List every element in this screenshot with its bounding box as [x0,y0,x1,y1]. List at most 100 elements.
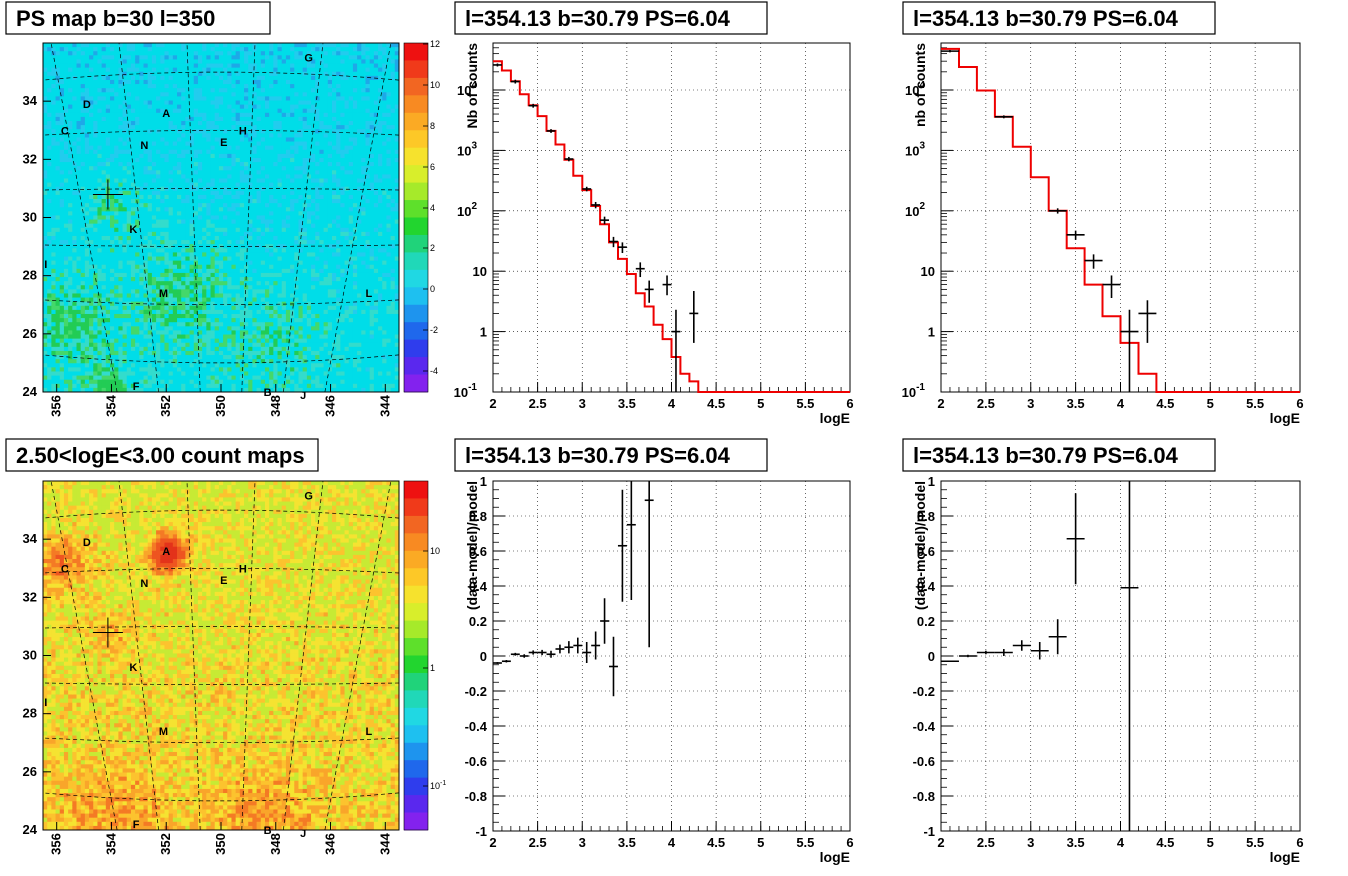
heatmap-cell [43,268,48,274]
heatmap-cell [269,145,274,151]
heatmap-cell [118,219,124,225]
heatmap-cell [256,268,262,274]
heatmap-cell [43,133,48,138]
heatmap-cell [264,346,270,352]
heatmap-cell [231,363,237,368]
heatmap-cell [264,137,270,143]
heatmap-cell [185,277,191,282]
heatmap-cell [281,211,287,216]
heatmap-cell [252,75,258,81]
heatmap-cell [223,153,228,159]
heatmap-cell [72,112,78,118]
heatmap-cell [160,338,165,344]
heatmap-cell [114,182,119,188]
heatmap-cell [177,203,182,208]
heatmap-cell [206,371,212,377]
heatmap-cell [118,75,124,81]
heatmap-cell [59,309,65,315]
heatmap-cell [218,190,224,196]
heatmap-cell [80,342,86,348]
heatmap-cell [273,240,279,245]
heatmap-cell [244,88,249,93]
heatmap-cell [252,281,258,286]
heatmap-cell [93,149,98,155]
heatmap-cell [101,108,107,114]
heatmap-cell [218,350,224,356]
heatmap-cell [55,240,61,245]
heatmap-cell [47,301,52,307]
heatmap-cell [193,309,199,315]
heatmap-cell [147,92,153,97]
heatmap-cell [130,350,136,356]
heatmap-cell [118,346,124,352]
heatmap-cell [105,129,111,134]
heatmap-cell [156,260,161,266]
heatmap-cell [76,330,82,336]
heatmap-cell [193,367,199,372]
heatmap-cell [235,355,241,360]
heatmap-cell [210,63,216,69]
heatmap-cell [93,67,98,73]
heatmap-cell [264,326,270,331]
heatmap-cell [281,227,287,233]
heatmap-cell [164,309,170,315]
heatmap-cell [206,190,212,196]
heatmap-cell [89,194,94,200]
heatmap-cell [177,157,182,163]
heatmap-cell [63,63,69,69]
heatmap-cell [231,178,237,184]
heatmap-cell [185,281,191,286]
heatmap-cell [223,207,228,212]
heatmap-cell [80,313,86,319]
heatmap-cell [214,326,220,331]
heatmap-cell [181,219,186,225]
heatmap-cell [63,104,69,110]
heatmap-cell [168,244,174,249]
heatmap-cell [206,141,212,147]
heatmap-cell [264,59,270,65]
heatmap-cell [202,309,207,315]
heatmap-cell [114,219,119,225]
heatmap-cell [256,133,262,138]
heatmap-cell [202,248,207,253]
heatmap-cell [206,277,212,282]
heatmap-cell [97,79,103,85]
heatmap-cell [47,367,52,372]
heatmap-cell [126,248,132,253]
heatmap-cell [55,207,61,212]
heatmap-cell [218,227,224,233]
heatmap-cell [202,170,207,175]
heatmap-cell [206,129,212,134]
heatmap-cell [164,367,170,372]
heatmap-cell [235,301,241,307]
heatmap-cell [130,194,136,200]
heatmap-cell [47,338,52,344]
heatmap-cell [206,75,212,81]
heatmap-cell [214,309,220,315]
heatmap-cell [63,252,69,258]
heatmap-cell [227,326,232,331]
heatmap-cell [189,55,195,60]
heatmap-cell [227,125,232,130]
heatmap-cell [189,248,195,253]
heatmap-cell [256,75,262,81]
heatmap-cell [202,244,207,249]
heatmap-cell [218,75,224,81]
heatmap-cell [105,322,111,327]
heatmap-cell [47,71,52,77]
heatmap-cell [114,363,119,368]
heatmap-cell [223,244,228,249]
heatmap-cell [59,63,65,69]
heatmap-cell [214,363,220,368]
heatmap-cell [84,137,90,143]
heatmap-cell [202,79,207,85]
heatmap-cell [156,338,161,344]
heatmap-cell [151,334,157,340]
heatmap-cell [218,141,224,147]
heatmap-cell [76,285,82,290]
heatmap-cell [160,256,165,262]
heatmap-cell [84,75,90,81]
heatmap-cell [97,47,103,52]
heatmap-cell [84,125,90,130]
heatmap-cell [164,71,170,77]
